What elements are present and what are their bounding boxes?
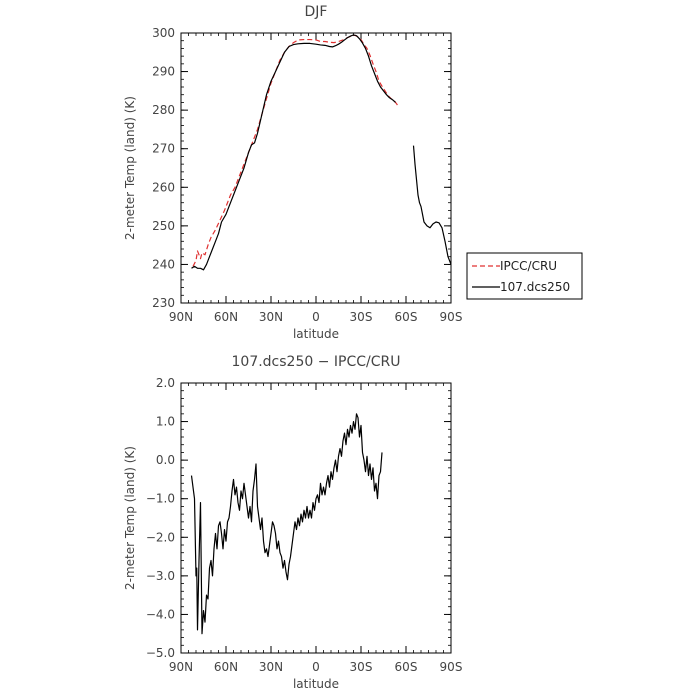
chart-title: DJF (305, 4, 328, 20)
x-tick-label: 30S (350, 660, 373, 674)
y-tick-label: 290 (152, 65, 175, 79)
x-axis-label: latitude (293, 327, 339, 341)
x-tick-label: 30S (350, 310, 373, 324)
x-tick-label: 90S (440, 310, 463, 324)
y-tick-label: −5.0 (146, 646, 175, 660)
x-axis-label: latitude (293, 677, 339, 691)
y-tick-label: −2.0 (146, 530, 175, 544)
y-tick-label: −1.0 (146, 492, 175, 506)
x-tick-label: 30N (259, 310, 283, 324)
series-line-107-dcs250 (190, 413, 383, 635)
plot-frame (180, 382, 452, 654)
x-tick-label: 90N (169, 310, 193, 324)
y-tick-label: 300 (152, 26, 175, 40)
y-axis-label: 2-meter Temp (land) (K) (123, 96, 137, 240)
plot-frame (180, 32, 452, 304)
legend-label: 107.dcs250 (500, 280, 570, 294)
x-tick-label: 90N (169, 660, 193, 674)
y-tick-label: −4.0 (146, 607, 175, 621)
x-tick-label: 60S (395, 660, 418, 674)
x-tick-label: 30N (259, 660, 283, 674)
y-axis-label: 2-meter Temp (land) (K) (123, 446, 137, 590)
x-tick-label: 60N (214, 660, 238, 674)
series-line-ipcc-cru (192, 34, 400, 267)
series-line-107-dcs250 (191, 34, 396, 271)
y-tick-label: 1.0 (156, 415, 175, 429)
x-tick-label: 0 (312, 660, 320, 674)
y-tick-label: 280 (152, 103, 175, 117)
y-tick-label: 0.0 (156, 453, 175, 467)
y-tick-label: −3.0 (146, 569, 175, 583)
y-tick-label: 2.0 (156, 376, 175, 390)
x-tick-label: 60S (395, 310, 418, 324)
x-tick-label: 0 (312, 310, 320, 324)
x-tick-label: 60N (214, 310, 238, 324)
y-tick-label: 260 (152, 180, 175, 194)
y-tick-label: 270 (152, 142, 175, 156)
legend-label: IPCC/CRU (500, 259, 557, 273)
x-tick-label: 90S (440, 660, 463, 674)
series-line-107-dcs250 (412, 145, 452, 265)
y-tick-label: 230 (152, 296, 175, 310)
legend-box (466, 252, 583, 300)
y-tick-label: 250 (152, 219, 175, 233)
y-tick-label: 240 (152, 257, 175, 271)
chart-title: 107.dcs250 − IPCC/CRU (232, 354, 401, 370)
